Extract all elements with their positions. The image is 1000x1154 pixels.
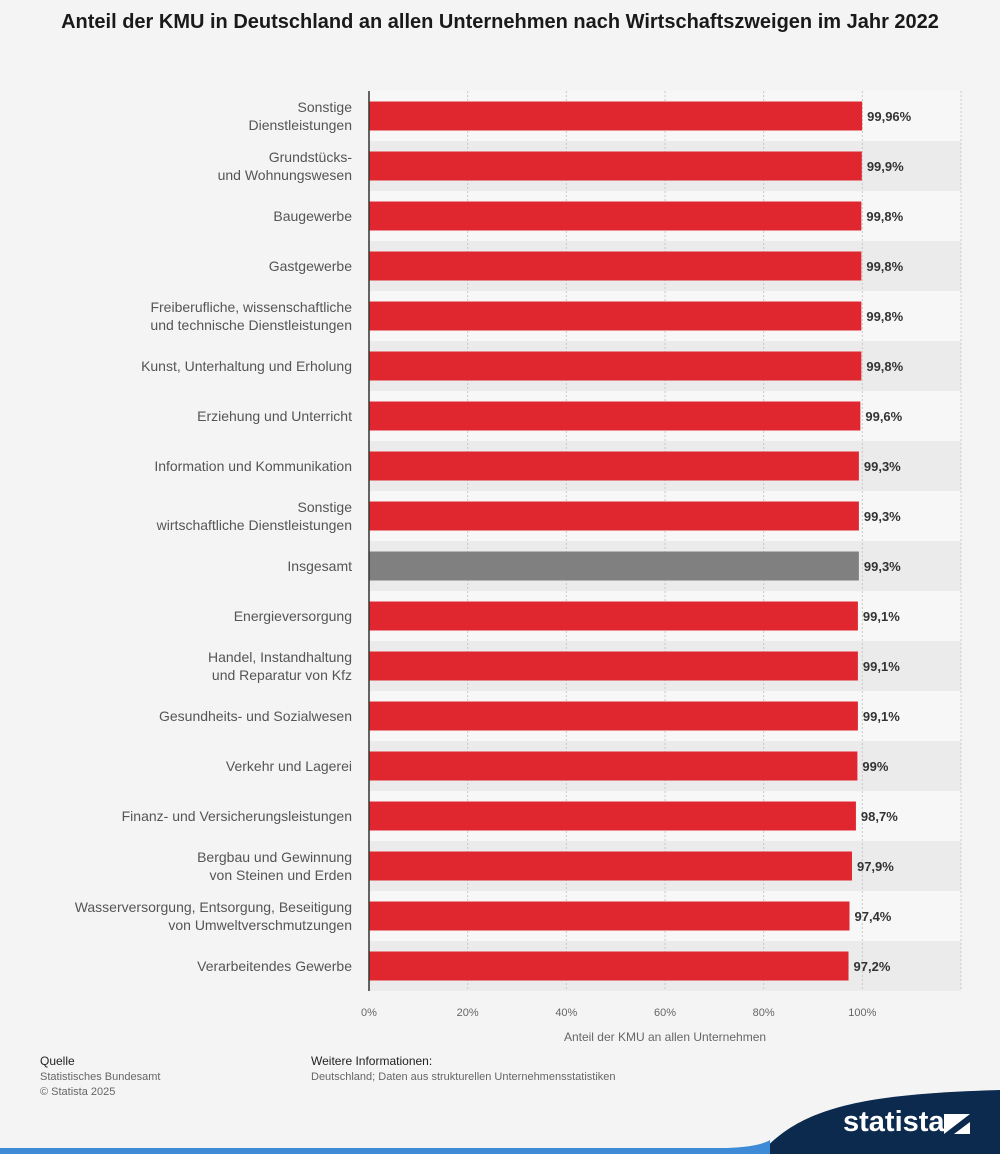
- category-label: Grundstücks-und Wohnungswesen: [218, 149, 353, 183]
- value-label: 97,2%: [854, 959, 891, 974]
- value-label: 99,3%: [864, 509, 901, 524]
- x-tick-label: 0%: [361, 1007, 377, 1019]
- x-tick-label: 80%: [753, 1007, 775, 1019]
- value-label: 99,1%: [863, 709, 900, 724]
- bar: [369, 501, 859, 531]
- value-label: 99%: [862, 759, 888, 774]
- x-tick-label: 40%: [555, 1007, 577, 1019]
- category-label: Gastgewerbe: [269, 258, 352, 274]
- category-label: Insgesamt: [287, 558, 352, 574]
- bar: [369, 851, 852, 881]
- category-label: Kunst, Unterhaltung und Erholung: [141, 358, 352, 374]
- statista-logo-icon: [944, 1114, 970, 1134]
- bar: [369, 801, 856, 831]
- value-label: 99,8%: [866, 259, 903, 274]
- value-label: 99,96%: [867, 109, 912, 124]
- category-label: Bergbau und Gewinnung von Steinen und Erd…: [197, 849, 352, 883]
- value-label: 99,3%: [864, 459, 901, 474]
- x-tick-label: 100%: [848, 1007, 876, 1019]
- source-block: Quelle Statistisches Bundesamt © Statist…: [40, 1054, 160, 1100]
- value-label: 98,7%: [861, 809, 898, 824]
- category-label: Sonstige wirtschaftliche Dienstleistungen: [156, 499, 353, 533]
- value-label: 99,1%: [863, 659, 900, 674]
- category-label: Handel, Instandhaltung und Reparatur von …: [208, 649, 352, 683]
- value-label: 99,8%: [866, 309, 903, 324]
- value-label: 99,6%: [865, 409, 902, 424]
- bar: [369, 651, 858, 681]
- category-label: Energieversorgung: [234, 608, 352, 624]
- further-info-block: Weitere Informationen: Deutschland; Date…: [311, 1054, 616, 1085]
- x-tick-label: 20%: [457, 1007, 479, 1019]
- category-label: Information und Kommunikation: [154, 458, 352, 474]
- bar: [369, 251, 862, 281]
- value-label: 97,9%: [857, 859, 894, 874]
- category-label: Verarbeitendes Gewerbe: [197, 958, 352, 974]
- value-label: 97,4%: [855, 909, 892, 924]
- copyright: © Statista 2025: [40, 1086, 116, 1098]
- value-label: 99,1%: [863, 609, 900, 624]
- value-label: 99,8%: [866, 359, 903, 374]
- bar: [369, 201, 862, 231]
- category-label: Finanz- und Versicherungsleistungen: [122, 808, 352, 824]
- category-label: Erziehung und Unterricht: [197, 408, 352, 424]
- further-info-text: Deutschland; Daten aus strukturellen Unt…: [311, 1071, 616, 1083]
- value-label: 99,9%: [867, 159, 904, 174]
- category-label: Gesundheits- und Sozialwesen: [159, 708, 352, 724]
- bar: [369, 151, 862, 181]
- chart-title: Anteil der KMU in Deutschland an allen U…: [61, 11, 939, 33]
- bar: [369, 351, 862, 381]
- statista-logo[interactable]: statista: [843, 1106, 945, 1138]
- value-label: 99,8%: [866, 209, 903, 224]
- category-label: Wasserversorgung, Entsorgung, Beseitigun…: [75, 899, 352, 933]
- bar: [369, 951, 849, 981]
- category-label: Sonstige Dienstleistungen: [248, 99, 352, 133]
- source-name[interactable]: Statistisches Bundesamt: [40, 1071, 161, 1083]
- bar: [369, 901, 850, 931]
- further-info-label: Weitere Informationen:: [311, 1054, 433, 1068]
- bar: [369, 101, 863, 131]
- x-axis-title: Anteil der KMU an allen Unternehmen: [564, 1030, 766, 1044]
- bar: [369, 601, 858, 631]
- category-label: Freiberufliche, wissenschaftliche und tec…: [150, 299, 352, 333]
- bar: [369, 401, 861, 431]
- value-label: 99,3%: [864, 559, 901, 574]
- x-tick-label: 60%: [654, 1007, 676, 1019]
- category-label: Baugewerbe: [273, 208, 352, 224]
- source-label: Quelle: [40, 1054, 75, 1068]
- brand-footer-band: [0, 1090, 1000, 1154]
- bar: [369, 751, 858, 781]
- bar: [369, 551, 859, 581]
- bar: [369, 701, 858, 731]
- bar: [369, 451, 859, 481]
- category-label: Verkehr und Lagerei: [226, 758, 352, 774]
- bar: [369, 301, 862, 331]
